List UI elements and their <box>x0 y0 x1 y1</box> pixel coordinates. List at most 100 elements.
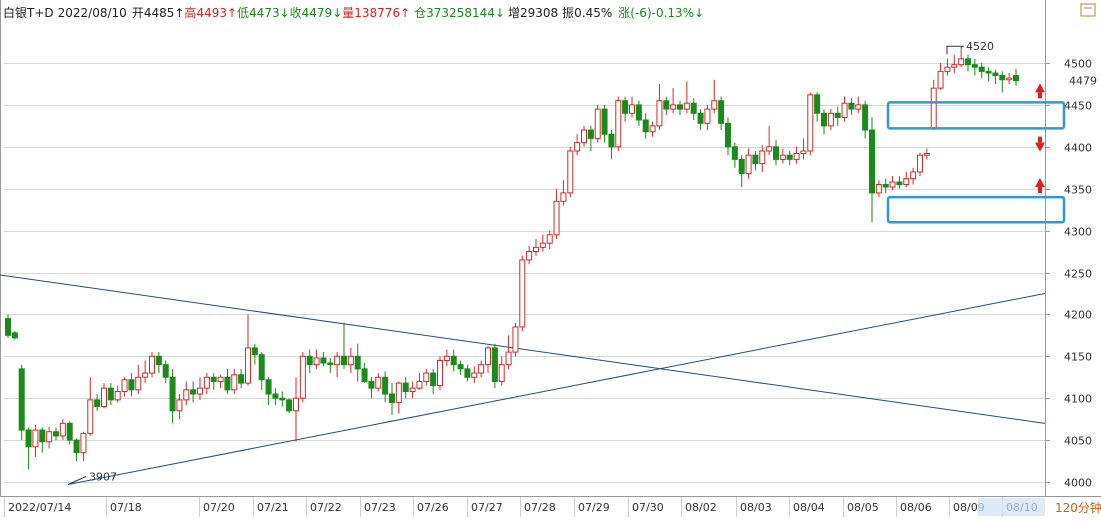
candle-down <box>389 393 395 403</box>
candle-down <box>272 393 279 399</box>
candle-up <box>553 200 560 236</box>
candle-down <box>834 112 841 118</box>
chart-header: 白银T+D 2022/08/10 开4485↑高4493↑低4473↓收4479↓量… <box>3 5 704 20</box>
candle-down <box>738 158 745 175</box>
candle-up <box>629 104 635 114</box>
candle-down <box>464 368 471 378</box>
time-tick-label: 08/05 <box>847 501 879 514</box>
candle-up <box>889 181 896 188</box>
candle-down <box>718 100 725 124</box>
candle-up <box>745 154 752 175</box>
candle-down <box>869 129 875 194</box>
candle-up <box>615 100 622 148</box>
candle-down <box>279 397 286 401</box>
price-tick-label: 4050 <box>1064 435 1092 448</box>
period-label[interactable]: 120分钟 <box>1055 500 1101 515</box>
oi-label: 仓 <box>414 6 426 20</box>
candle-down <box>608 133 615 148</box>
low-value: 4473↓ <box>249 6 290 20</box>
candle-up <box>827 112 834 127</box>
time-tick-label: 07/23 <box>364 501 396 514</box>
low-annotation-label: 3907 <box>89 471 117 484</box>
candle-up <box>958 58 965 66</box>
candle-up <box>910 171 917 180</box>
candle-down <box>265 379 272 395</box>
candle-up <box>114 390 121 401</box>
time-tick-label: 08/06 <box>900 501 932 514</box>
candle-up <box>478 364 485 374</box>
candle-down <box>210 376 217 382</box>
candle-down <box>53 431 59 437</box>
candle-down <box>725 122 731 148</box>
candle-up <box>779 154 786 160</box>
candle-up <box>793 153 800 160</box>
volume-label: 量 <box>342 6 354 20</box>
increase-value: 29308 <box>520 6 558 20</box>
candle-up <box>533 246 539 253</box>
time-tick-label: 07/20 <box>203 501 235 514</box>
candle-down <box>971 64 978 68</box>
candle-down <box>169 376 176 412</box>
candle-down <box>224 376 231 391</box>
change-value: (-6)-0.13%↓ <box>630 6 704 20</box>
price-tick-label: 4000 <box>1064 477 1092 490</box>
close-label: 收 <box>290 6 302 20</box>
candle-down <box>896 181 903 186</box>
arrow-down-icon <box>1035 142 1045 152</box>
candle-down <box>39 429 46 443</box>
amplitude-value: 0.45% <box>574 6 612 20</box>
candle-down <box>354 355 361 370</box>
price-tick-label: 4150 <box>1064 351 1092 364</box>
candle-up <box>594 108 601 139</box>
highlight-boxes <box>886 101 1066 224</box>
close-value: 4479↓ <box>302 6 343 20</box>
candle-down <box>66 422 73 441</box>
candle-down <box>238 374 245 384</box>
candle-down <box>999 75 1006 81</box>
time-tick-label: 08/09 <box>953 501 985 514</box>
candle-down <box>821 112 827 127</box>
candle-up <box>443 355 450 361</box>
price-tick-label: 4350 <box>1064 184 1092 197</box>
corner-settings-button[interactable] <box>1080 3 1096 17</box>
candle-down <box>622 100 629 114</box>
high-label: 高 <box>184 5 196 20</box>
candle-up <box>807 94 814 152</box>
time-tick-label: 08/02 <box>685 501 717 514</box>
time-axis-labels: 2022/07/14 07/18 07/20 07/21 07/22 07/23 07/26… <box>4 497 1045 517</box>
candle-down <box>251 347 258 356</box>
settings-icon[interactable] <box>1080 3 1096 17</box>
last-price-label: 4479 <box>1069 75 1097 88</box>
candle-up <box>498 364 505 382</box>
candle-up <box>505 351 512 366</box>
candle-down <box>190 389 197 395</box>
time-tick-label: 07/18 <box>110 501 142 514</box>
candle-down <box>848 102 855 110</box>
trendline <box>0 274 1046 424</box>
price-tick-label: 4200 <box>1064 309 1092 322</box>
time-tick-label: 07/30 <box>632 501 664 514</box>
candle-down <box>402 382 409 392</box>
arrow-up-icon <box>1035 83 1045 93</box>
arrow-stem <box>1038 187 1042 194</box>
candle-down <box>73 439 80 454</box>
candle-up <box>299 355 306 399</box>
candle-up <box>121 379 128 392</box>
candle-down <box>786 154 793 160</box>
period-selector[interactable]: 120分钟 <box>1050 499 1101 516</box>
period-selector-bg[interactable] <box>1050 499 1100 516</box>
low-label: 低 <box>237 6 249 20</box>
candle-up <box>841 102 848 118</box>
candle-down <box>258 354 265 381</box>
candle-down <box>978 66 985 72</box>
highlight-box <box>886 195 1066 224</box>
candles <box>5 46 1019 470</box>
candle-up <box>766 146 773 152</box>
candle-down <box>587 129 594 139</box>
time-tick-label: 08/03 <box>740 501 772 514</box>
candle-up <box>526 251 533 261</box>
candle-up <box>423 372 430 382</box>
